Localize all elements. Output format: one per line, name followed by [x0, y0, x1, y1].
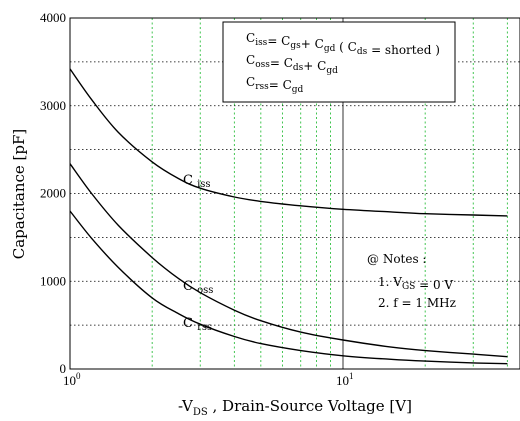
plot-frame — [69, 17, 520, 370]
curve-label-coss: C oss — [183, 279, 213, 296]
legend-box — [222, 21, 456, 103]
y-tick-label: 1000 — [40, 273, 66, 288]
notes: @ Notes : 1. VGS = 0 V 2. f = 1 MHz — [367, 252, 456, 310]
y-tick-label: 3000 — [40, 98, 66, 113]
series-line-ciss — [69, 68, 508, 217]
legend-line: Crss= Cgd — [246, 75, 304, 95]
note-line: 2. f = 1 MHz — [378, 296, 456, 310]
y-tick-labels: 0 1000 2000 3000 4000 — [40, 10, 66, 376]
y-tick-label: 2000 — [40, 186, 66, 201]
y-axis-title: Capacitance [pF] — [10, 129, 28, 260]
curve-label-crss: C rss — [183, 316, 212, 333]
x-axis-title-sub: DS — [193, 407, 208, 418]
legend-line: Coss= Cds+ Cgd — [246, 53, 338, 76]
x-tick-label: 100 — [63, 371, 81, 388]
legend-line: Ciss= Cgs+ Cgd ( Cds = shorted ) — [246, 31, 440, 57]
series-line-coss — [69, 163, 508, 358]
y-tick-label: 4000 — [40, 10, 66, 25]
legend-lines: Ciss= Cgs+ Cgd ( Cds = shorted )Coss= Cd… — [246, 31, 440, 95]
x-tick-label: 101 — [336, 371, 354, 388]
note-line: 1. VGS = 0 V — [378, 275, 453, 292]
notes-title: @ Notes : — [367, 252, 426, 266]
x-axis-title-main: -V — [178, 397, 194, 415]
legend: Ciss= Cgs+ Cgd ( Cds = shorted )Coss= Cd… — [222, 21, 456, 103]
x-axis-title-rest: , Drain-Source Voltage [V] — [208, 397, 412, 415]
x-tick-labels: 100 101 — [63, 371, 354, 388]
curve-label-ciss: C iss — [183, 173, 211, 190]
x-axis-title: -VDS , Drain-Source Voltage [V] — [178, 397, 412, 418]
curve-labels: C iss C oss C rss — [183, 173, 213, 333]
series-line-crss — [69, 210, 508, 365]
y-tick-label: 0 — [60, 361, 67, 376]
series-curves — [69, 68, 508, 365]
